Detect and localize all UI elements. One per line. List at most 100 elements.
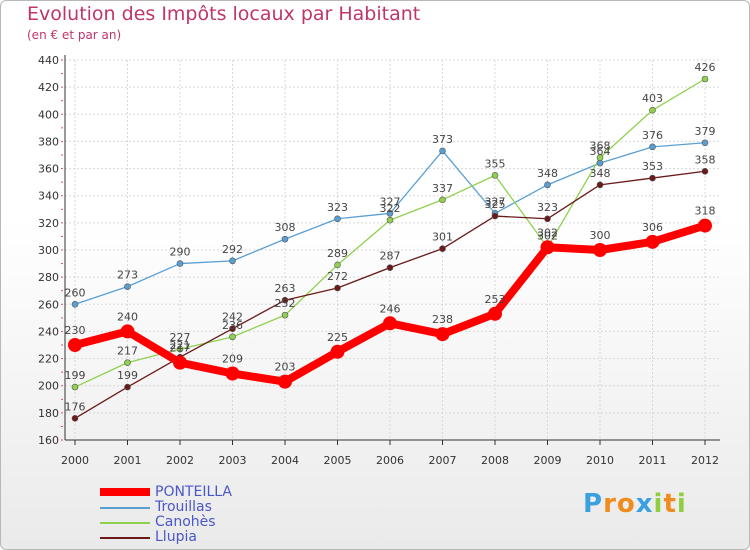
point-ponteilla-2000 bbox=[68, 338, 82, 352]
data-label-canohs-2009: 302 bbox=[537, 229, 558, 242]
data-label-canohs-2003: 236 bbox=[222, 319, 243, 332]
data-label-ponteilla-2009: 302 bbox=[537, 226, 558, 239]
point-canohs-2003 bbox=[229, 333, 236, 341]
point-ponteilla-2004 bbox=[278, 374, 292, 389]
data-label-llupia-2010: 348 bbox=[590, 167, 611, 180]
data-label-trouillas-2007: 373 bbox=[432, 133, 453, 146]
data-label-trouillas-2012: 379 bbox=[695, 125, 716, 138]
data-label-trouillas-2000: 260 bbox=[65, 286, 86, 299]
data-label-ponteilla-2001: 240 bbox=[117, 310, 138, 323]
data-label-llupia-2004: 263 bbox=[275, 282, 296, 295]
point-ponteilla-2006 bbox=[383, 316, 397, 331]
point-canohs-2012 bbox=[701, 75, 709, 83]
point-llupia-2010 bbox=[596, 181, 604, 189]
y-tick-label-280: 280 bbox=[38, 271, 59, 284]
y-tick-label-300: 300 bbox=[38, 244, 59, 257]
x-tick-label-2011: 2011 bbox=[639, 454, 667, 467]
data-label-llupia-2002: 221 bbox=[170, 339, 191, 352]
point-canohs-2001 bbox=[124, 359, 131, 366]
data-label-trouillas-2003: 292 bbox=[222, 243, 243, 256]
point-llupia-2011 bbox=[649, 174, 656, 182]
y-tick-label-200: 200 bbox=[38, 380, 59, 393]
point-canohs-2002 bbox=[176, 345, 184, 353]
point-ponteilla-2005 bbox=[330, 344, 345, 359]
y-tick-label-400: 400 bbox=[38, 108, 59, 121]
point-trouillas-2001 bbox=[124, 283, 131, 290]
data-label-canohs-2001: 217 bbox=[117, 345, 138, 358]
data-label-trouillas-2002: 290 bbox=[170, 246, 191, 259]
point-llupia-2000 bbox=[71, 414, 79, 422]
chart-title: Evolution des Impôts locaux par Habitant bbox=[27, 3, 421, 25]
point-ponteilla-2011 bbox=[645, 234, 660, 249]
y-tick-label-240: 240 bbox=[38, 325, 59, 338]
x-tick-label-2007: 2007 bbox=[429, 454, 457, 467]
point-trouillas-2010 bbox=[596, 159, 604, 167]
point-trouillas-2009 bbox=[544, 181, 551, 189]
legend-label-ponteilla: PONTEILLA bbox=[155, 484, 232, 500]
legend-label-canohes: Canohès bbox=[155, 514, 216, 530]
point-trouillas-2004 bbox=[281, 235, 289, 243]
point-trouillas-2002 bbox=[176, 260, 184, 267]
data-label-ponteilla-2002: 217 bbox=[170, 342, 191, 355]
point-trouillas-2012 bbox=[701, 139, 709, 147]
data-label-canohs-2005: 289 bbox=[327, 247, 348, 260]
point-ponteilla-2010 bbox=[593, 243, 607, 257]
x-tick-label-2010: 2010 bbox=[586, 454, 614, 467]
y-tick-label-440: 440 bbox=[38, 54, 59, 67]
logo-letter: o bbox=[616, 489, 636, 519]
data-label-ponteilla-2012: 318 bbox=[695, 205, 716, 218]
point-ponteilla-2003 bbox=[225, 366, 240, 381]
legend-swatch-llupia bbox=[100, 537, 150, 539]
y-tick-label-220: 220 bbox=[38, 353, 59, 366]
data-label-canohs-2011: 403 bbox=[642, 92, 663, 105]
data-label-canohs-2006: 322 bbox=[380, 202, 401, 215]
x-tick-label-2012: 2012 bbox=[691, 454, 719, 467]
x-tick-label-2005: 2005 bbox=[324, 454, 352, 467]
point-ponteilla-2008 bbox=[488, 306, 502, 321]
data-label-llupia-2005: 272 bbox=[327, 270, 348, 283]
data-label-llupia-2012: 358 bbox=[695, 153, 716, 166]
y-tick-label-160: 160 bbox=[38, 434, 59, 447]
data-label-trouillas-2010: 364 bbox=[590, 145, 611, 158]
logo-letter: P bbox=[583, 489, 604, 519]
point-canohs-2008 bbox=[491, 172, 499, 179]
data-label-trouillas-2004: 308 bbox=[275, 221, 296, 234]
point-ponteilla-2002 bbox=[173, 355, 187, 370]
data-label-trouillas-2011: 376 bbox=[642, 129, 663, 142]
x-tick-label-2000: 2000 bbox=[61, 454, 89, 467]
point-canohs-2000 bbox=[71, 383, 79, 391]
point-trouillas-2005 bbox=[334, 215, 341, 223]
data-label-llupia-2011: 353 bbox=[642, 160, 663, 173]
data-label-ponteilla-2007: 238 bbox=[432, 313, 453, 326]
point-canohs-2010 bbox=[596, 154, 604, 162]
data-label-canohs-2002: 227 bbox=[170, 331, 191, 344]
point-ponteilla-2007 bbox=[435, 327, 450, 342]
point-llupia-2005 bbox=[334, 284, 341, 292]
point-ponteilla-2009 bbox=[540, 240, 555, 255]
x-tick-label-2004: 2004 bbox=[271, 454, 299, 467]
point-trouillas-2007 bbox=[439, 147, 446, 155]
data-label-llupia-2003: 242 bbox=[222, 311, 243, 324]
data-label-canohs-2007: 337 bbox=[432, 182, 453, 195]
chart-subtitle: (en € et par an) bbox=[27, 28, 122, 42]
point-llupia-2006 bbox=[386, 264, 394, 271]
point-trouillas-2000 bbox=[71, 300, 79, 308]
x-tick-label-2009: 2009 bbox=[534, 454, 562, 467]
point-trouillas-2003 bbox=[229, 257, 236, 265]
data-label-llupia-2001: 199 bbox=[117, 369, 138, 382]
data-label-ponteilla-2000: 230 bbox=[65, 324, 86, 337]
logo-letter: r bbox=[603, 489, 617, 519]
point-llupia-2003 bbox=[229, 325, 236, 333]
data-label-llupia-2008: 325 bbox=[485, 198, 506, 211]
x-tick-label-2002: 2002 bbox=[166, 454, 194, 467]
y-tick-label-420: 420 bbox=[38, 81, 59, 94]
point-trouillas-2006 bbox=[386, 210, 394, 217]
point-ponteilla-2012 bbox=[698, 218, 712, 233]
data-label-trouillas-2001: 273 bbox=[117, 269, 138, 282]
logo-letter: i bbox=[653, 489, 664, 519]
x-tick-label-2001: 2001 bbox=[114, 454, 142, 467]
point-canohs-2007 bbox=[439, 196, 446, 204]
data-label-llupia-2009: 323 bbox=[537, 201, 558, 214]
y-tick-label-340: 340 bbox=[38, 190, 59, 203]
